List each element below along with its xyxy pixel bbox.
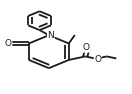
Text: O: O bbox=[94, 55, 101, 64]
Text: O: O bbox=[82, 43, 89, 52]
Text: O: O bbox=[5, 39, 12, 48]
Text: N: N bbox=[47, 31, 54, 40]
